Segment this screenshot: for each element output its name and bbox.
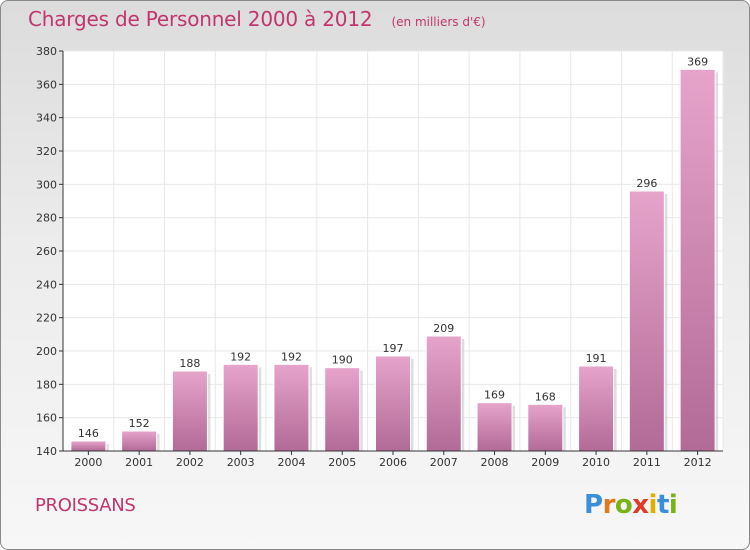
bar [375, 355, 411, 452]
x-tick-label: 2002 [176, 456, 204, 469]
bar [527, 403, 564, 452]
x-tick-label: 2012 [684, 456, 712, 469]
logo-letter: i [668, 490, 678, 520]
bar [476, 402, 513, 452]
x-tick-label: 2001 [125, 456, 153, 469]
x-tick-label: 2005 [328, 456, 356, 469]
x-tick-label: 2011 [633, 456, 661, 469]
bar [578, 365, 615, 452]
y-tick-label: 140 [36, 445, 57, 458]
bar-value-label: 169 [484, 389, 505, 402]
x-tick-label: 2000 [74, 456, 102, 469]
y-tick-label: 380 [36, 45, 57, 58]
y-tick-label: 220 [36, 312, 57, 325]
chart-title: Charges de Personnel 2000 à 2012 [28, 7, 373, 31]
y-tick-label: 280 [36, 212, 57, 225]
y-tick-label: 180 [36, 378, 57, 391]
bar [628, 190, 665, 452]
bar-value-label: 190 [332, 354, 353, 367]
commune-name: PROISSANS [35, 495, 136, 516]
bar-value-label: 369 [687, 55, 708, 68]
y-tick-label: 260 [36, 245, 57, 258]
bar-value-label: 192 [230, 350, 251, 363]
bar [273, 363, 310, 452]
chart-subtitle: (en milliers d'€) [391, 15, 486, 29]
bar-value-label: 191 [586, 352, 607, 365]
bar [679, 68, 716, 452]
y-tick-label: 340 [36, 112, 57, 125]
logo-letter: i [648, 490, 658, 520]
proxiti-logo: Proxiti [584, 490, 678, 520]
bar-value-label: 197 [383, 342, 404, 355]
bar-value-label: 188 [179, 357, 200, 370]
x-tick-label: 2004 [277, 456, 305, 469]
bar [222, 363, 259, 452]
logo-letter: P [584, 490, 603, 520]
x-tick-label: 2009 [531, 456, 559, 469]
x-tick-label: 2008 [481, 456, 509, 469]
y-tick-label: 300 [36, 178, 57, 191]
x-tick-label: 2003 [227, 456, 255, 469]
bar-value-label: 192 [281, 350, 302, 363]
y-tick-label: 200 [36, 345, 57, 358]
chart-title-row: Charges de Personnel 2000 à 2012 (en mil… [28, 7, 486, 31]
bar-value-label: 209 [433, 322, 454, 335]
bar [171, 370, 208, 452]
y-tick-label: 320 [36, 145, 57, 158]
bar [70, 440, 107, 452]
logo-letter: t [656, 490, 669, 520]
x-tick-label: 2007 [430, 456, 458, 469]
logo-letter: r [602, 490, 616, 520]
y-tick-label: 160 [36, 412, 57, 425]
bar [425, 335, 462, 452]
logo-letter: o [614, 490, 633, 520]
x-tick-label: 2010 [582, 456, 610, 469]
bar-value-label: 296 [636, 177, 657, 190]
logo-letter: x [632, 490, 649, 520]
bar-value-label: 146 [78, 427, 99, 440]
y-tick-label: 240 [36, 278, 57, 291]
y-tick-label: 360 [36, 78, 57, 91]
bar-value-label: 152 [129, 417, 150, 430]
bar [324, 367, 361, 452]
bar-value-label: 168 [535, 390, 556, 403]
x-tick-label: 2006 [379, 456, 407, 469]
bar [121, 430, 158, 452]
